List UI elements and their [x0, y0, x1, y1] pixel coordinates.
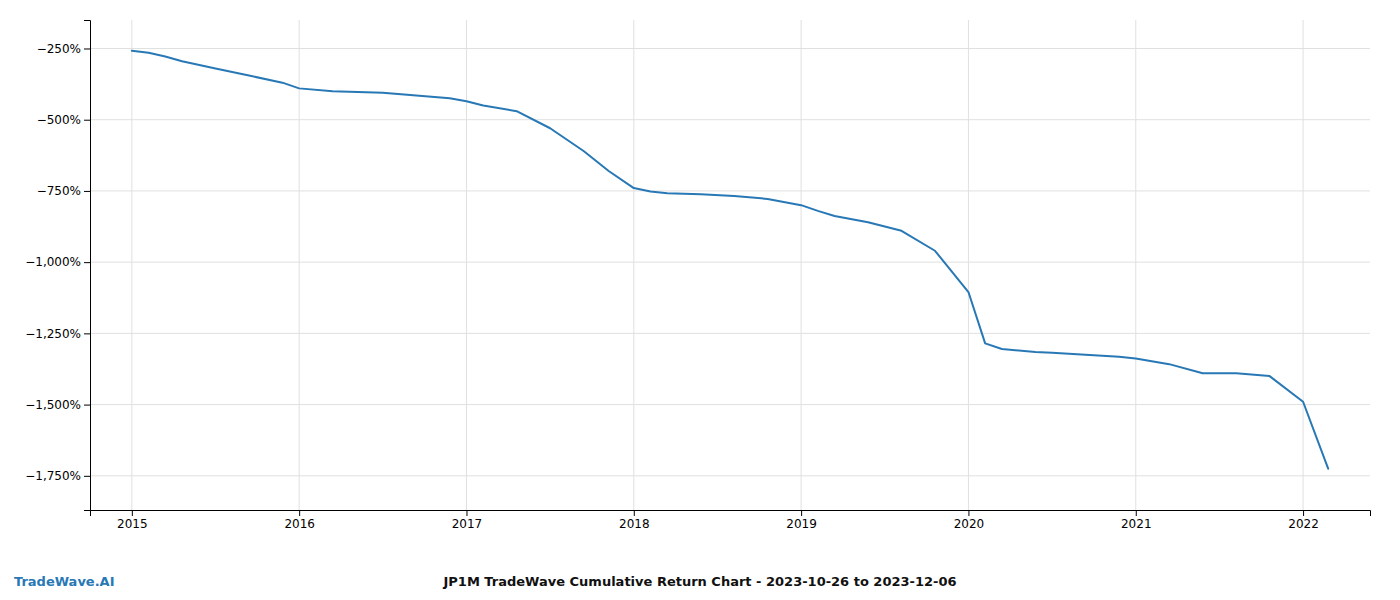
- tick: −1,000%: [25, 255, 90, 269]
- tick-mark: [84, 405, 90, 406]
- tick-mark: [968, 510, 969, 516]
- tick-mark: [84, 262, 90, 263]
- y-axis: −250% −500% −750% −1,000% −1,250% −1,500% −1,7…: [25, 21, 90, 511]
- tick: 2015: [117, 510, 148, 531]
- tick-label: 2021: [1121, 517, 1152, 531]
- grid-line: [466, 20, 467, 510]
- tick-label: 2016: [284, 517, 315, 531]
- tick-label: −1,750%: [25, 469, 81, 483]
- tick: 2016: [284, 510, 315, 531]
- marks: [132, 51, 1328, 469]
- grid-line: [90, 119, 1370, 120]
- tick-mark: [299, 510, 300, 516]
- grid-line: [90, 190, 1370, 191]
- grid-line: [90, 48, 1370, 49]
- grid-line: [131, 20, 132, 510]
- tick-label: −1,250%: [25, 327, 81, 341]
- tick: −1,750%: [25, 469, 90, 483]
- x-axis: 2015 2016 2017 2018 2019 2020 2021 2022: [91, 510, 1371, 531]
- tick-mark: [634, 510, 635, 516]
- tick-label: 2019: [786, 517, 817, 531]
- grid-line: [90, 333, 1370, 334]
- tick-label: 2022: [1288, 517, 1319, 531]
- grid-line: [299, 20, 300, 510]
- tick-mark: [84, 48, 90, 49]
- grid-line: [90, 475, 1370, 476]
- tick-mark: [84, 191, 90, 192]
- tick: −1,500%: [25, 398, 90, 412]
- tick-mark: [132, 510, 133, 516]
- tick-label: 2015: [117, 517, 148, 531]
- tick-mark: [801, 510, 802, 516]
- grid: [90, 20, 1370, 510]
- grid-line: [1135, 20, 1136, 510]
- tick-mark: [466, 510, 467, 516]
- grid-line: [633, 20, 634, 510]
- grid-line: [968, 20, 969, 510]
- tick-label: 2018: [619, 517, 650, 531]
- tick-mark: [84, 120, 90, 121]
- watermark: TradeWave.AI: [14, 574, 115, 589]
- axis-line: [84, 21, 91, 511]
- tick: 2022: [1288, 510, 1319, 531]
- tick-mark: [1303, 510, 1304, 516]
- line: [132, 51, 1328, 469]
- title: JP1M TradeWave Cumulative Return Chart -…: [442, 574, 956, 589]
- tick: −1,250%: [25, 327, 90, 341]
- tick: 2021: [1121, 510, 1152, 531]
- tick-mark: [84, 333, 90, 334]
- chart: −250% −500% −750% −1,000% −1,250% −1,500% −1,7…: [0, 0, 1400, 600]
- tick-label: −750%: [37, 184, 81, 198]
- tick-label: 2020: [954, 517, 985, 531]
- plot-area: −250% −500% −750% −1,000% −1,250% −1,500% −1,7…: [25, 20, 1370, 531]
- tick-label: 2017: [452, 517, 483, 531]
- tick: 2020: [954, 510, 985, 531]
- grid-line: [801, 20, 802, 510]
- axis-line: [91, 511, 1371, 517]
- tick: 2017: [452, 510, 483, 531]
- tick: 2019: [786, 510, 817, 531]
- tick: −250%: [37, 42, 90, 56]
- tick: −500%: [37, 113, 90, 127]
- tick-mark: [1136, 510, 1137, 516]
- tick-label: −1,500%: [25, 398, 81, 412]
- tick: 2018: [619, 510, 650, 531]
- tick-label: −1,000%: [25, 255, 81, 269]
- tick-label: −500%: [37, 113, 81, 127]
- tick-label: −250%: [37, 42, 81, 56]
- grid-line: [90, 262, 1370, 263]
- grid-line: [90, 404, 1370, 405]
- grid-line: [1303, 20, 1304, 510]
- tick-mark: [84, 476, 90, 477]
- tick: −750%: [37, 184, 90, 198]
